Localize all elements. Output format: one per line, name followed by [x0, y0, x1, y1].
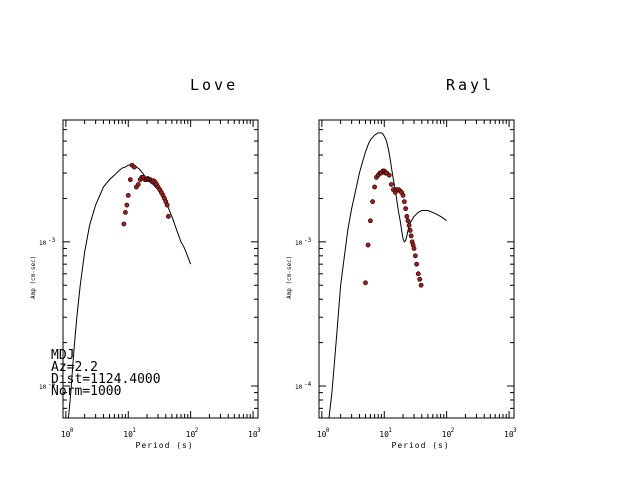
chart-1-data-point: [418, 282, 424, 288]
chart-0-station-info-line: Norm=1000: [51, 384, 121, 399]
chart-0-y-tick-label: 10: [39, 384, 47, 391]
chart-1-title: Rayl: [446, 76, 494, 94]
chart-0-data-point: [121, 221, 127, 227]
chart-1-data-point: [401, 199, 407, 205]
chart-0-x-tick-label: 10: [61, 430, 71, 439]
chart-1-data-point: [407, 228, 413, 233]
chart-1-data-point: [404, 214, 410, 219]
chart-1-y-axis-label: Amp (cm-sec): [286, 256, 293, 299]
chart-1-data-point: [411, 246, 417, 251]
chart-0-y-tick-label: 10: [39, 240, 47, 247]
chart-1-x-tick-label: 10: [504, 430, 514, 439]
chart-1-data-point: [365, 242, 371, 248]
chart-0-x-tick-label: 10: [248, 430, 258, 439]
chart-1-data-point: [368, 218, 373, 224]
chart-0-data-point: [123, 210, 128, 215]
chart-0-data-point: [135, 182, 141, 187]
chart-1-y-tick-exponent: -4: [304, 381, 312, 388]
chart-1-x-tick-exponent: 1: [388, 427, 392, 434]
chart-0-y-axis-label: Amp (cm-sec): [30, 256, 37, 299]
chart-1-model-curve: [328, 132, 447, 418]
chart-1-data-point: [370, 199, 375, 205]
chart-1-data-point: [406, 223, 412, 228]
chart-0-x-axis-label: Period (s): [136, 441, 194, 450]
chart-0-title: Love: [190, 76, 238, 94]
chart-1-y-tick-label: 10: [295, 240, 303, 247]
chart-0-y-tick-exponent: -3: [48, 237, 56, 244]
chart-0-x-tick-exponent: 3: [257, 427, 261, 434]
chart-1-data-point: [405, 218, 411, 224]
chart-0-station-info-line: Dist=1124.4000: [51, 372, 161, 387]
chart-0-x-tick-exponent: 1: [132, 427, 136, 434]
chart-1-data-point: [417, 276, 423, 282]
chart-1-x-tick-exponent: 3: [513, 427, 517, 434]
chart-0-x-tick-label: 10: [123, 430, 133, 439]
chart-0-data-point: [131, 164, 137, 170]
chart-1-data-point: [415, 271, 421, 277]
chart-1-x-tick-label: 10: [317, 430, 327, 439]
chart-1-data-point: [403, 206, 409, 212]
chart-0-data-point: [164, 202, 170, 208]
chart-1-data-point: [388, 182, 394, 187]
chart-1-x-tick-exponent: 0: [326, 427, 330, 434]
chart-1-data-point: [414, 261, 420, 267]
chart-0-plot-frame: [62, 119, 259, 419]
chart-1-data-point: [412, 253, 418, 259]
chart-1-plot-frame: [318, 119, 515, 419]
chart-1-data-point: [363, 280, 368, 286]
chart-1-x-tick-label: 10: [379, 430, 389, 439]
chart-0-x-tick-label: 10: [186, 430, 196, 439]
chart-1-x-tick-label: 10: [442, 430, 452, 439]
chart-1-y-tick-exponent: -3: [304, 237, 312, 244]
chart-1-x-tick-exponent: 2: [451, 427, 455, 434]
chart-1-x-axis-label: Period (s): [392, 441, 450, 450]
chart-0-data-point: [127, 177, 133, 183]
chart-0-station-info-line: MDJ: [51, 348, 74, 363]
chart-1-data-point: [400, 192, 406, 198]
chart-1-y-tick-label: 10: [295, 384, 303, 391]
chart-0-x-tick-exponent: 0: [70, 427, 74, 434]
chart-0-data-point: [124, 202, 130, 208]
chart-0-y-tick-exponent: -4: [48, 381, 56, 388]
chart-0-data-point: [125, 192, 131, 198]
chart-1-data-point: [408, 233, 414, 239]
chart-0-station-info-line: Az=2.2: [51, 360, 98, 375]
chart-1-data-point: [372, 184, 377, 190]
chart-1-data-point: [386, 172, 392, 178]
chart-0-data-point: [166, 214, 171, 219]
chart-0-x-tick-exponent: 2: [195, 427, 199, 434]
